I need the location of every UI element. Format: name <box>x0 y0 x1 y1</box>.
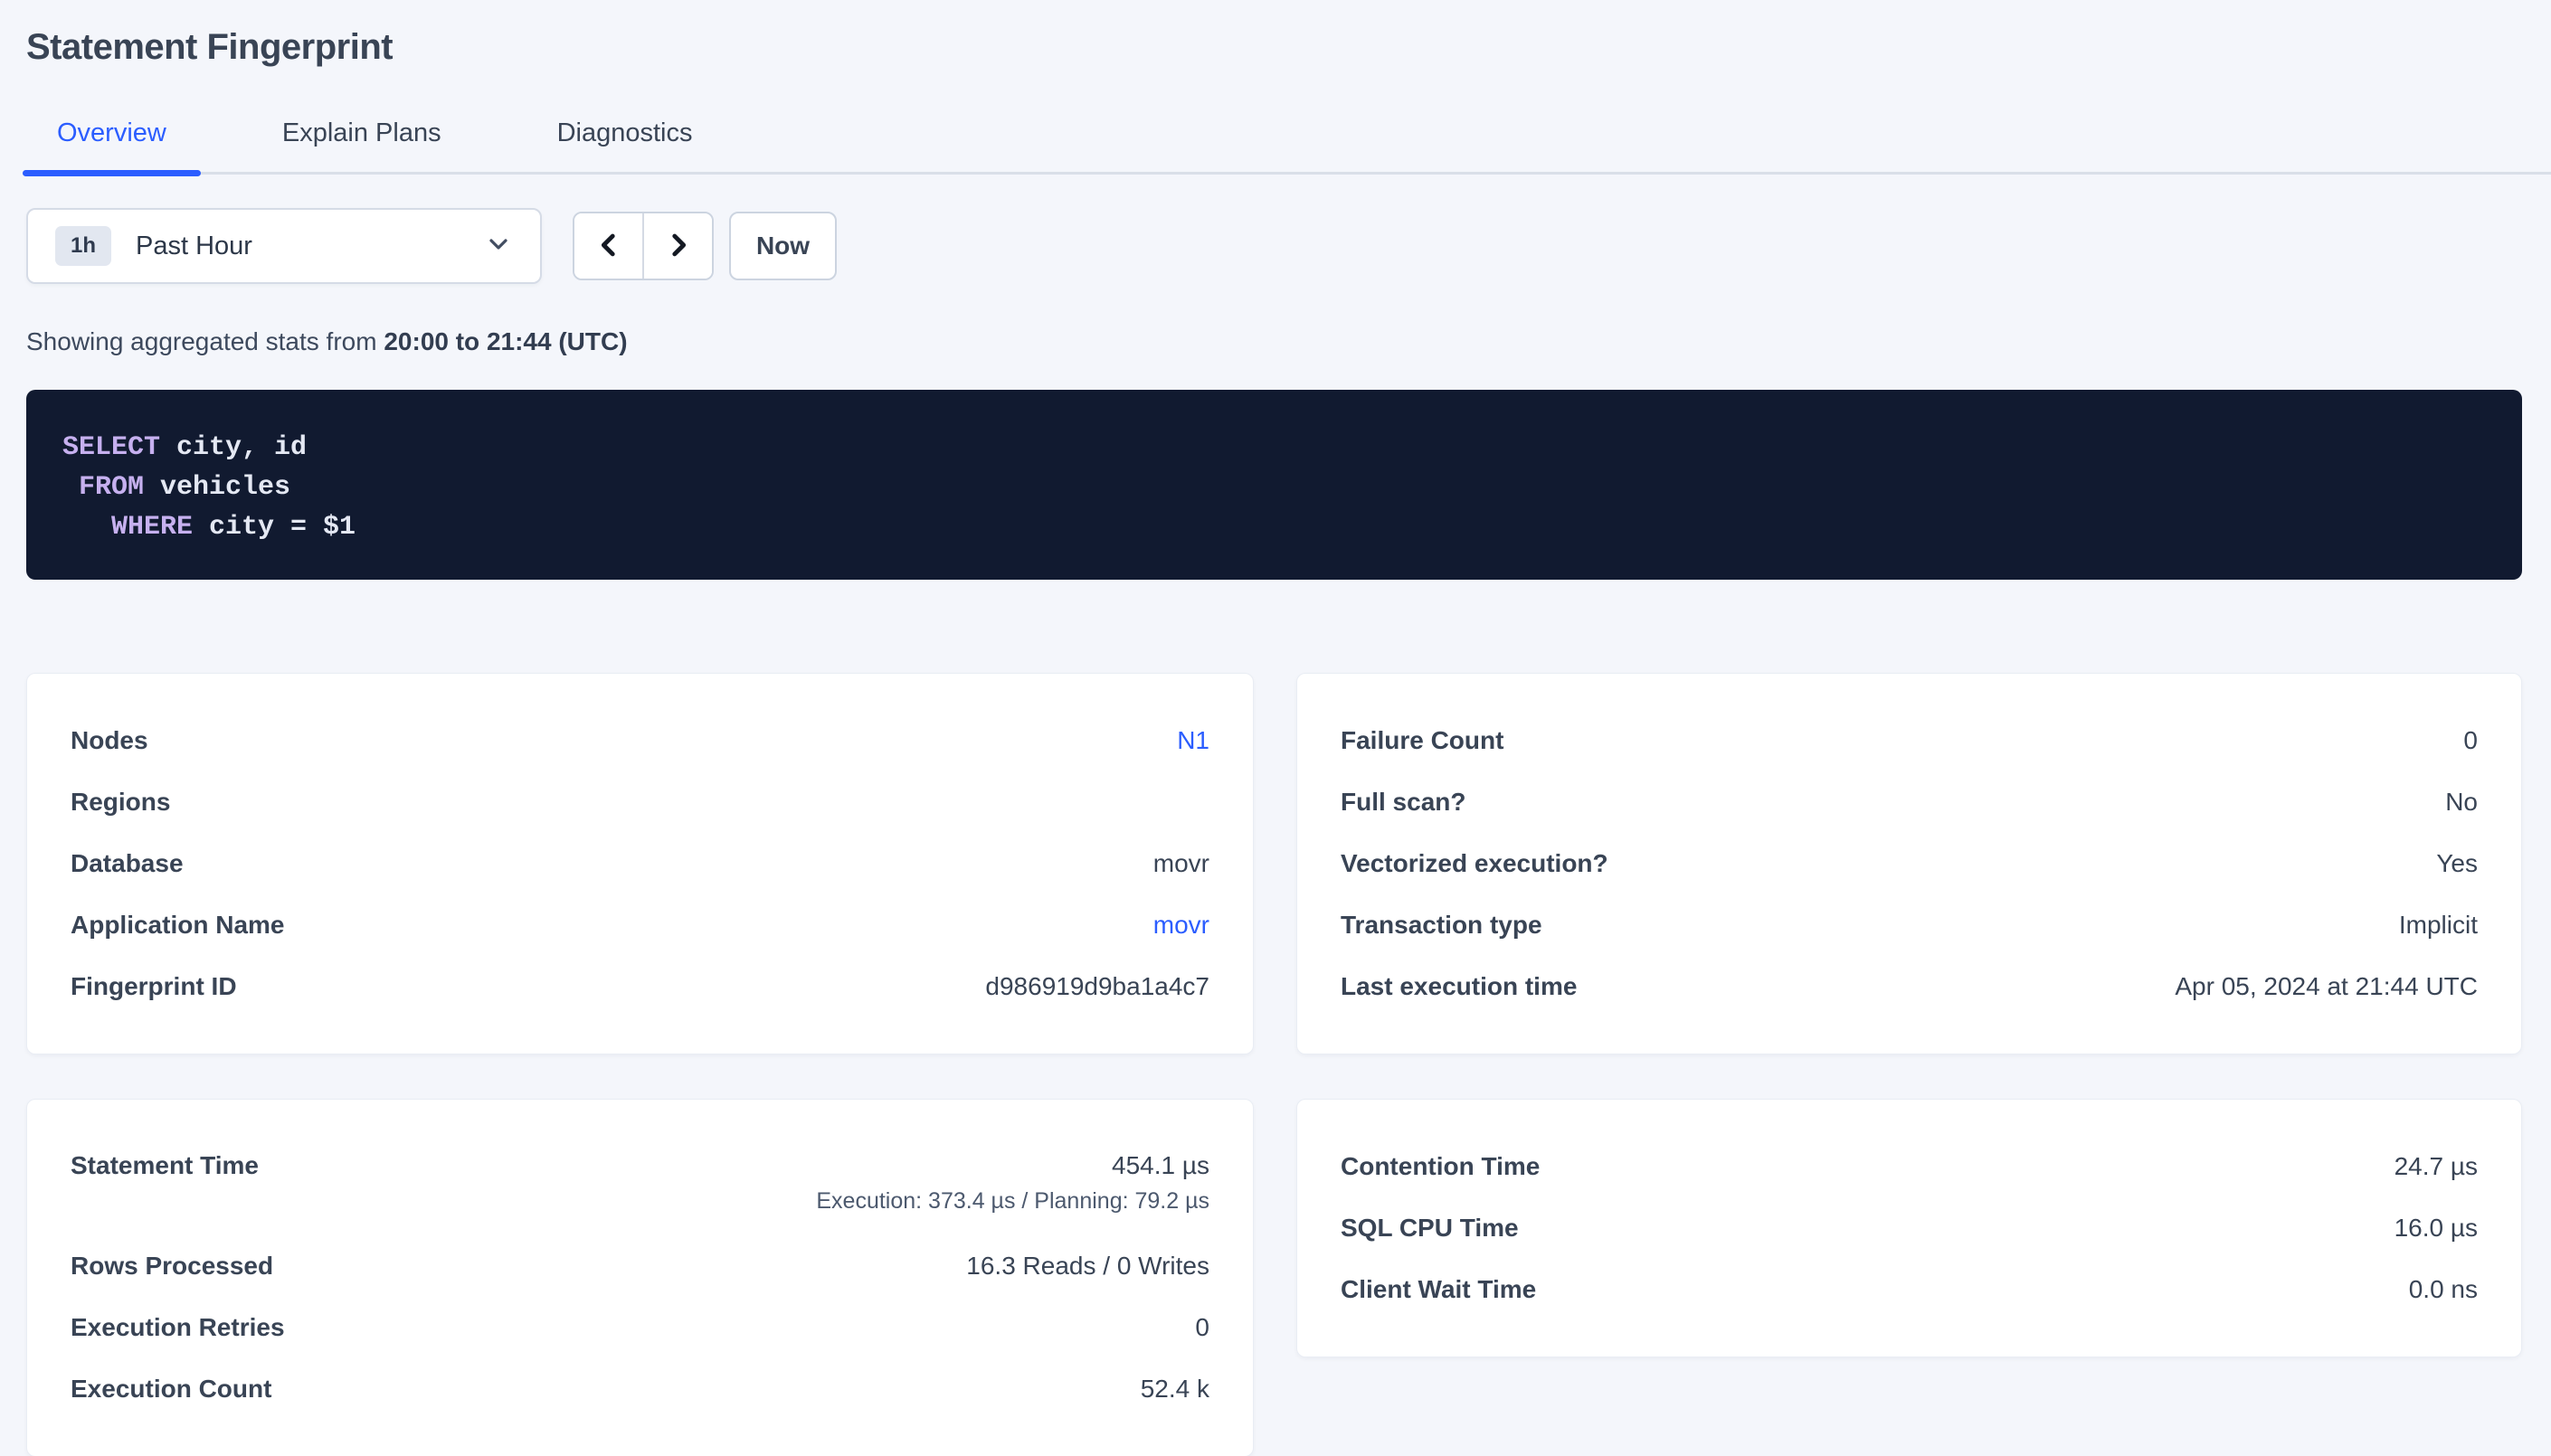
vectorized-execution-value: Yes <box>2436 849 2478 877</box>
time-pager <box>573 212 714 280</box>
fingerprint-id-value: d986919d9ba1a4c7 <box>985 972 1209 1000</box>
sql-cpu-time-value: 16.0 µs <box>2394 1214 2478 1242</box>
failure-count-value: 0 <box>2463 726 2478 754</box>
row-rows-processed: Rows Processed 16.3 Reads / 0 Writes <box>71 1235 1209 1297</box>
execution-retries-value: 0 <box>1195 1313 1209 1341</box>
row-label: Failure Count <box>1341 726 1504 754</box>
row-full-scan: Full scan? No <box>1341 771 2478 833</box>
aggregation-summary: Showing aggregated stats from 20:00 to 2… <box>26 327 2522 356</box>
execution-attributes-card: Failure Count 0 Full scan? No Vectorized… <box>1296 673 2522 1054</box>
application-name-link[interactable]: movr <box>1152 911 1209 939</box>
sql-statement-box: SELECT city, id FROM vehicles WHERE city… <box>26 390 2522 580</box>
next-time-button[interactable] <box>642 213 712 279</box>
row-label: Regions <box>71 788 171 816</box>
row-nodes: Nodes N1 <box>71 710 1209 771</box>
tab-diagnostics[interactable]: Diagnostics <box>523 118 727 172</box>
row-label: Statement Time <box>71 1151 259 1179</box>
row-regions: Regions <box>71 771 1209 833</box>
row-contention-time: Contention Time 24.7 µs <box>1341 1136 2478 1197</box>
tab-explain-plans-label: Explain Plans <box>281 118 441 147</box>
row-label: Transaction type <box>1341 911 1542 939</box>
time-controls: 1h Past Hour Now <box>26 208 2522 284</box>
chevron-left-icon <box>593 228 624 265</box>
row-label: Full scan? <box>1341 788 1466 816</box>
sql-text: city, id <box>160 432 308 463</box>
row-label: Rows Processed <box>71 1252 274 1280</box>
sql-text: vehicles <box>144 472 291 503</box>
row-execution-retries: Execution Retries 0 <box>71 1297 1209 1358</box>
now-button[interactable]: Now <box>729 212 837 280</box>
contention-time-value: 24.7 µs <box>2394 1152 2478 1180</box>
row-fingerprint-id: Fingerprint ID d986919d9ba1a4c7 <box>71 956 1209 1017</box>
row-label: Nodes <box>71 726 148 754</box>
last-execution-time-value: Apr 05, 2024 at 21:44 UTC <box>2175 972 2478 1000</box>
chevron-down-icon <box>484 230 513 263</box>
tab-explain-plans[interactable]: Explain Plans <box>248 118 476 172</box>
row-vectorized-execution: Vectorized execution? Yes <box>1341 833 2478 894</box>
time-range-dropdown[interactable]: 1h Past Hour <box>26 208 542 284</box>
row-client-wait-time: Client Wait Time 0.0 ns <box>1341 1259 2478 1320</box>
rows-processed-value: 16.3 Reads / 0 Writes <box>966 1252 1209 1280</box>
row-execution-count: Execution Count 52.4 k <box>71 1358 1209 1420</box>
full-scan-value: No <box>2445 788 2478 816</box>
row-label: Execution Count <box>71 1375 272 1403</box>
aggregation-summary-prefix: Showing aggregated stats from <box>26 327 384 355</box>
chevron-right-icon <box>663 228 694 265</box>
row-label: Client Wait Time <box>1341 1275 1537 1303</box>
tab-diagnostics-label: Diagnostics <box>556 118 693 147</box>
page-title: Statement Fingerprint <box>26 27 394 67</box>
time-range-selected: Past Hour <box>136 231 252 260</box>
statement-time-breakdown: Execution: 373.4 µs / Planning: 79.2 µs <box>816 1188 1209 1214</box>
sql-line: WHERE city = $1 <box>62 507 2486 547</box>
client-wait-time-value: 0.0 ns <box>2408 1275 2478 1303</box>
sql-line: SELECT city, id <box>62 428 2486 468</box>
row-label: Vectorized execution? <box>1341 849 1608 877</box>
statement-details-card: Nodes N1 Regions Database movr Applicati… <box>26 673 1254 1054</box>
nodes-link[interactable]: N1 <box>1177 726 1209 754</box>
sql-text: city = $1 <box>193 512 356 543</box>
database-value: movr <box>1152 849 1209 877</box>
row-last-execution-time: Last execution time Apr 05, 2024 at 21:4… <box>1341 956 2478 1017</box>
execution-count-value: 52.4 k <box>1140 1375 1209 1403</box>
row-sql-cpu-time: SQL CPU Time 16.0 µs <box>1341 1197 2478 1259</box>
row-failure-count: Failure Count 0 <box>1341 710 2478 771</box>
sql-keyword: SELECT <box>62 432 161 463</box>
aggregation-summary-range: 20:00 to 21:44 (UTC) <box>384 327 628 355</box>
previous-time-button[interactable] <box>574 213 642 279</box>
time-range-badge: 1h <box>55 226 112 266</box>
summary-cards-grid: Nodes N1 Regions Database movr Applicati… <box>26 673 2522 1456</box>
statement-time-value: 454.1 µs <box>1112 1151 1209 1179</box>
tab-overview-label: Overview <box>57 118 166 147</box>
row-label: Application Name <box>71 911 285 939</box>
row-database: Database movr <box>71 833 1209 894</box>
row-statement-time: Statement Time 454.1 µs Execution: 373.4… <box>71 1136 1209 1235</box>
tab-overview[interactable]: Overview <box>23 118 201 176</box>
tab-bar: Overview Explain Plans Diagnostics <box>23 118 2551 176</box>
row-label: Fingerprint ID <box>71 972 237 1000</box>
row-label: Last execution time <box>1341 972 1578 1000</box>
row-label: Execution Retries <box>71 1313 285 1341</box>
execution-stats-card: Statement Time 454.1 µs Execution: 373.4… <box>26 1099 1254 1456</box>
row-application-name: Application Name movr <box>71 894 1209 956</box>
sql-line: FROM vehicles <box>62 468 2486 507</box>
sql-keyword: FROM <box>79 472 145 503</box>
row-label: Contention Time <box>1341 1152 1541 1180</box>
time-stats-card: Contention Time 24.7 µs SQL CPU Time 16.… <box>1296 1099 2522 1357</box>
row-label: Database <box>71 849 184 877</box>
row-label: SQL CPU Time <box>1341 1214 1519 1242</box>
row-transaction-type: Transaction type Implicit <box>1341 894 2478 956</box>
transaction-type-value: Implicit <box>2398 911 2478 939</box>
sql-keyword: WHERE <box>111 512 194 543</box>
